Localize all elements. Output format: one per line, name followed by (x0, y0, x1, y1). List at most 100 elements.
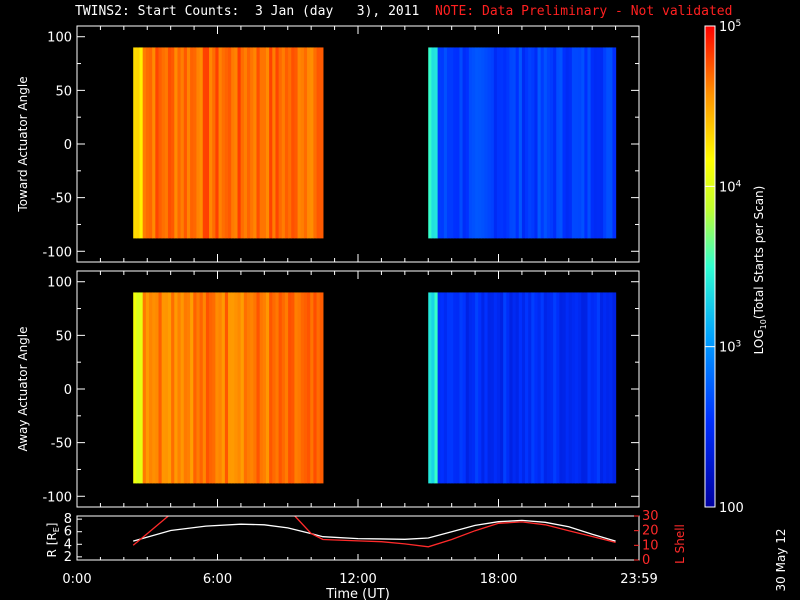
x-tick-label: 6:00 (203, 572, 232, 587)
toward-heatmap-cells (133, 47, 617, 239)
heatmap-column (603, 47, 607, 239)
chart-title-bar: TWINS2: Start Counts: 3 Jan (day 3), 201… (75, 4, 732, 19)
heatmap-column (205, 47, 210, 239)
heatmap-column (303, 292, 308, 484)
colorbar-label-rest: (Total Starts per Scan) (752, 186, 766, 320)
heatmap-column (319, 47, 324, 239)
heatmap-column (565, 47, 570, 239)
heatmap-column (596, 47, 601, 239)
heatmap-column (190, 292, 194, 484)
heatmap-column (243, 47, 248, 239)
heatmap-column (221, 47, 226, 239)
heatmap-column (490, 292, 495, 484)
colorbar-label-main: LOG (752, 329, 766, 354)
heatmap-column (190, 47, 194, 239)
heatmap-column (506, 47, 511, 239)
heatmap-column (294, 292, 299, 484)
toward-ylabel: Toward Actuator Angle (16, 76, 30, 212)
heatmap-column (581, 292, 585, 484)
heatmap-column (465, 292, 470, 484)
heatmap-column (196, 47, 201, 239)
heatmap-column (161, 292, 166, 484)
heatmap-column (180, 292, 185, 484)
heatmap-column (291, 47, 296, 239)
y-tick-label: 0 (64, 138, 72, 153)
heatmap-column (288, 47, 292, 239)
heatmap-column (212, 292, 216, 484)
heatmap-column (521, 47, 526, 239)
heatmap-column (428, 47, 432, 239)
heatmap-column (262, 292, 267, 484)
heatmap-column (202, 47, 207, 239)
heatmap-column (440, 47, 445, 239)
toward-heatmap-panel: 100 50 0 -50 -100 Toward Actuator Angle (16, 25, 640, 263)
heatmap-column (319, 292, 324, 484)
heatmap-column (284, 292, 289, 484)
heatmap-column (428, 292, 432, 484)
heatmap-column (250, 292, 254, 484)
heatmap-column (446, 292, 451, 484)
heatmap-column (512, 292, 517, 484)
heatmap-column (556, 292, 560, 484)
right-tick-label: 30 (642, 509, 659, 524)
heatmap-column (487, 47, 492, 239)
away-y-ticks: 100 50 0 -50 -100 (42, 271, 640, 507)
heatmap-column (537, 292, 542, 484)
heatmap-column (503, 47, 507, 239)
heatmap-column (584, 47, 589, 239)
heatmap-column (256, 47, 261, 239)
heatmap-column (500, 292, 504, 484)
colorbar-tick-exponent: 4 (736, 179, 742, 189)
x-tick-label: 18:00 (480, 572, 517, 587)
heatmap-column (599, 47, 604, 239)
heatmap-column (272, 292, 277, 484)
heatmap-column (234, 292, 239, 484)
heatmap-column (316, 292, 321, 484)
toward-y-ticks: 100 50 0 -50 -100 (42, 26, 640, 262)
heatmap-column (565, 292, 570, 484)
heatmap-column (468, 292, 473, 484)
orbit-ylabel-left-end: ] (45, 523, 59, 528)
heatmap-column (568, 292, 573, 484)
heatmap-column (231, 292, 235, 484)
orbit-ylabel-left: R [RE] (45, 523, 61, 558)
heatmap-column (281, 292, 286, 484)
orbit-xlabel: Time (UT) (325, 587, 390, 600)
heatmap-column (155, 47, 160, 239)
heatmap-column (456, 292, 461, 484)
heatmap-column (215, 47, 220, 239)
heatmap-column (546, 47, 551, 239)
heatmap-column (186, 47, 191, 239)
left-tick-label: 2 (64, 550, 72, 565)
heatmap-column (234, 47, 239, 239)
heatmap-column (543, 292, 548, 484)
heatmap-column (177, 47, 182, 239)
heatmap-column (171, 47, 175, 239)
y-tick-label: 50 (55, 329, 72, 344)
heatmap-column (231, 47, 235, 239)
heatmap-column (456, 47, 461, 239)
heatmap-column (145, 292, 150, 484)
heatmap-column (199, 292, 204, 484)
heatmap-column (142, 292, 147, 484)
heatmap-column (139, 292, 144, 484)
heatmap-column (183, 47, 188, 239)
heatmap-column (171, 292, 175, 484)
heatmap-column (193, 292, 198, 484)
colorbar-tick-base: 10 (719, 20, 736, 35)
heatmap-column (534, 47, 539, 239)
heatmap-column (515, 47, 520, 239)
heatmap-column (587, 292, 592, 484)
away-heatmap-panel: 100 50 0 -50 -100 Away Actuator Angle (16, 270, 640, 508)
heatmap-column (136, 292, 141, 484)
heatmap-column (540, 47, 545, 239)
heatmap-column (453, 47, 457, 239)
heatmap-column (228, 292, 232, 484)
heatmap-column (152, 47, 156, 239)
heatmap-column (590, 292, 595, 484)
heatmap-column (518, 292, 523, 484)
heatmap-column (596, 292, 601, 484)
heatmap-column (581, 47, 585, 239)
heatmap-column (215, 292, 220, 484)
